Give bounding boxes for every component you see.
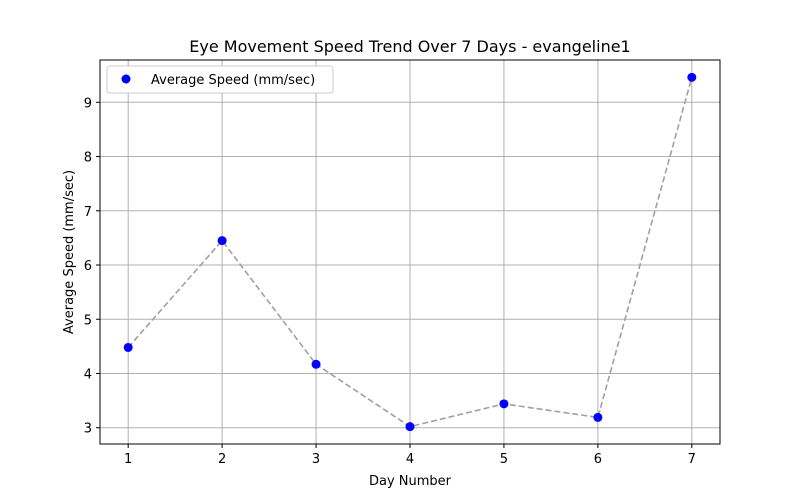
data-point [593,412,603,422]
y-tick-label: 4 [84,367,92,382]
y-tick-label: 3 [84,422,92,437]
x-axis-ticks: 1 2 3 4 5 6 7 [124,444,696,467]
y-tick-label: 9 [84,96,92,111]
x-tick-label: 6 [594,452,602,467]
data-point [405,422,415,432]
legend: Average Speed (mm/sec) [106,65,334,94]
grid [100,60,720,444]
data-point [123,342,133,352]
data-point [217,236,227,246]
chart-title: Eye Movement Speed Trend Over 7 Days - e… [189,37,630,56]
y-axis-label: Average Speed (mm/sec) [62,170,77,334]
y-tick-label: 6 [84,259,92,274]
x-tick-label: 4 [406,452,414,467]
data-points [123,72,697,432]
y-tick-label: 8 [84,151,92,166]
data-point [687,72,697,82]
x-tick-label: 2 [218,452,226,467]
x-tick-label: 1 [124,452,132,467]
data-point [499,399,509,409]
data-point [311,359,321,369]
legend-box [106,65,334,94]
legend-label: Average Speed (mm/sec) [151,73,315,88]
x-axis-label: Day Number [369,474,452,489]
y-axis-ticks: 3 4 5 6 7 8 9 [84,96,100,437]
x-tick-label: 7 [688,452,696,467]
y-tick-label: 7 [84,205,92,220]
x-tick-label: 3 [312,452,320,467]
y-tick-label: 5 [84,313,92,328]
legend-marker [121,74,131,84]
x-tick-label: 5 [500,452,508,467]
